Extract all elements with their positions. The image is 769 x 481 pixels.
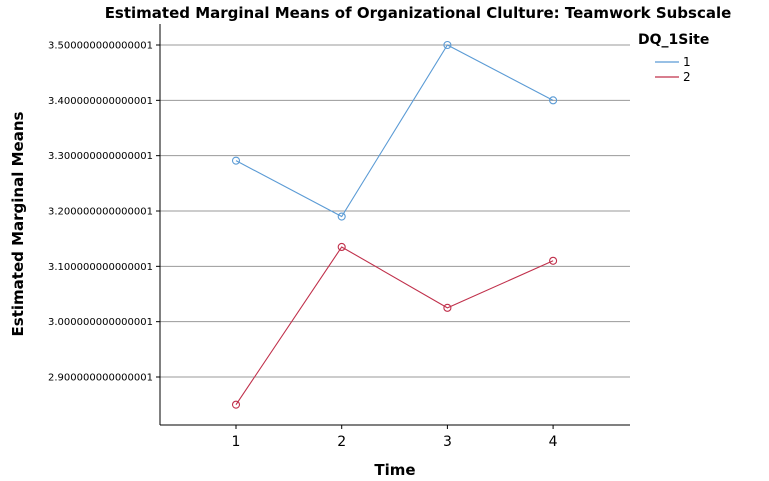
- series-lines: [231, 40, 558, 409]
- y-tick-label: 3.400000000000001: [48, 96, 153, 107]
- x-axis-ticks: 1 2 3 4: [232, 425, 558, 450]
- legend-title: DQ_1Site: [638, 32, 709, 48]
- legend-label: 1: [683, 55, 691, 69]
- x-tick-label: 2: [337, 434, 346, 450]
- chart-title: Estimated Marginal Means of Organization…: [105, 4, 732, 22]
- y-tick-label: 3.200000000000001: [48, 207, 153, 218]
- legend: DQ_1Site 12: [638, 32, 709, 84]
- x-tick-label: 1: [232, 434, 241, 450]
- data-point: [443, 40, 452, 50]
- data-point: [337, 212, 346, 221]
- legend-label: 2: [683, 70, 691, 84]
- data-point: [231, 156, 241, 165]
- y-axis-ticks: 2.900000000000001 3.000000000000001 3.1000…: [48, 41, 160, 384]
- y-tick-label: 3.000000000000001: [48, 317, 153, 328]
- gridlines: [160, 44, 630, 378]
- y-tick-label: 3.500000000000001: [48, 41, 153, 52]
- data-point: [337, 242, 346, 252]
- data-point: [443, 303, 452, 312]
- legend-items: 12: [655, 55, 691, 84]
- y-axis-title: Estimated Marginal Means: [9, 112, 27, 337]
- y-tick-label: 3.100000000000001: [48, 262, 153, 273]
- data-point: [231, 400, 241, 409]
- x-tick-label: 3: [443, 434, 452, 450]
- x-axis-title: Time: [374, 461, 415, 479]
- series-line: [235, 44, 554, 218]
- series-line: [235, 246, 554, 405]
- series-2: [231, 242, 558, 409]
- data-point: [549, 256, 558, 265]
- x-tick-label: 4: [549, 434, 558, 450]
- data-point: [549, 96, 558, 105]
- y-tick-label: 3.300000000000001: [48, 151, 153, 162]
- y-tick-label: 2.900000000000001: [48, 373, 153, 384]
- series-1: [231, 40, 558, 221]
